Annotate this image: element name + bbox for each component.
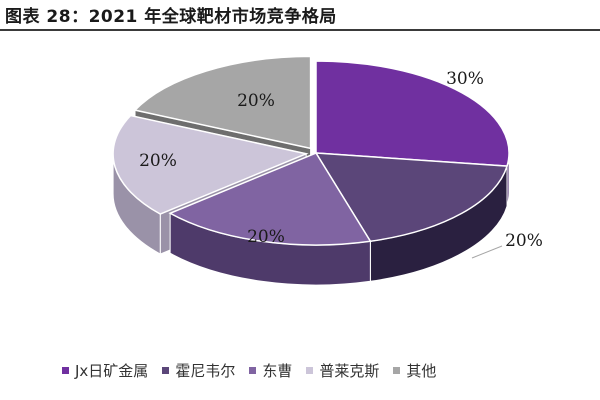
legend-swatch-3 (249, 366, 257, 374)
legend-swatch-2 (162, 366, 170, 374)
legend-swatch-1 (62, 366, 69, 374)
data-label-5: 20% (237, 91, 275, 111)
pie-slice-3 (168, 152, 372, 246)
legend-item-1: Jx日矿金属 (62, 360, 148, 381)
legend-label-4: 普莱克斯 (319, 361, 380, 380)
legend-item-2: 霍尼韦尔 (162, 360, 235, 381)
pie-leader-lines (471, 245, 503, 259)
legend-item-3: 东曹 (249, 360, 292, 381)
data-label-4: 20% (139, 151, 177, 171)
legend-label-3: 东曹 (262, 361, 293, 380)
chart-legend: Jx日矿金属 霍尼韦尔 东曹 普莱克斯 其他 (62, 358, 600, 382)
pie-tops (112, 55, 510, 246)
legend-swatch-5 (393, 366, 401, 374)
pie-slice-4 (112, 114, 309, 215)
legend-label-2: 霍尼韦尔 (175, 361, 236, 380)
pie-data-labels: 30% 20% 20% 20% 20% (139, 69, 543, 251)
pie-slice-1 (315, 60, 510, 167)
data-label-2: 20% (505, 231, 543, 251)
title-divider (0, 29, 600, 31)
leader-line-2 (471, 245, 503, 259)
data-label-3: 20% (247, 227, 285, 247)
legend-label-5: 其他 (406, 361, 437, 380)
figure-title: 图表 28：2021 年全球靶材市场竞争格局 (5, 7, 337, 27)
legend-item-5: 其他 (393, 360, 436, 381)
legend-label-1: Jx日矿金属 (75, 361, 149, 380)
data-label-1: 30% (446, 69, 484, 89)
legend-swatch-4 (306, 366, 314, 374)
pie-slice-5 (133, 55, 312, 150)
pie-slice-2 (314, 152, 509, 243)
legend-item-4: 普莱克斯 (306, 360, 379, 381)
